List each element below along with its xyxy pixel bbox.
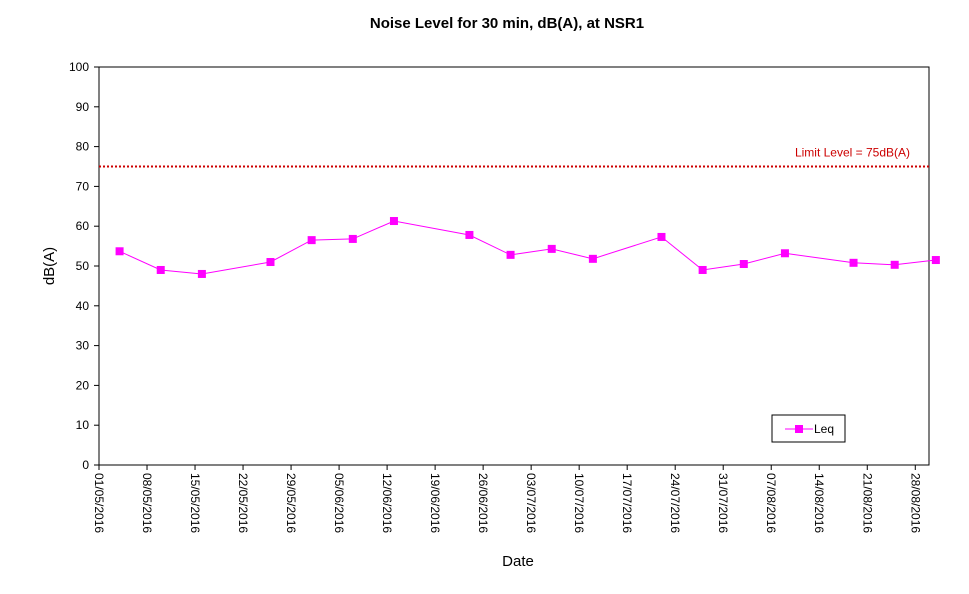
x-tick-label: 10/07/2016: [572, 473, 586, 533]
x-tick-label: 31/07/2016: [716, 473, 730, 533]
data-point: [657, 232, 666, 241]
data-point: [547, 244, 556, 253]
x-tick-label: 07/08/2016: [764, 473, 778, 533]
x-tick-label: 28/08/2016: [908, 473, 922, 533]
x-tick-label: 21/08/2016: [860, 473, 874, 533]
legend-swatch-marker: [795, 425, 803, 433]
series-line-leq: [119, 220, 936, 275]
y-tick-label: 40: [76, 299, 90, 313]
y-tick-label: 30: [76, 339, 90, 353]
data-point: [307, 236, 316, 245]
legend-label: Leq: [814, 422, 834, 436]
y-tick-label: 70: [76, 179, 90, 193]
x-tick-label: 03/07/2016: [524, 473, 538, 533]
y-tick-label: 50: [76, 259, 90, 273]
chart-title: Noise Level for 30 min, dB(A), at NSR1: [370, 15, 644, 32]
data-point: [115, 247, 124, 256]
x-axis-title: Date: [502, 553, 534, 570]
y-axis-title: dB(A): [41, 247, 58, 285]
data-point: [266, 258, 275, 267]
data-point: [348, 234, 357, 243]
data-point: [780, 249, 789, 258]
data-point: [389, 217, 398, 226]
x-tick-label: 01/05/2016: [92, 473, 106, 533]
data-point: [931, 256, 940, 265]
data-point: [506, 250, 515, 259]
x-tick-label: 14/08/2016: [812, 473, 826, 533]
y-tick-label: 80: [76, 140, 90, 154]
data-point: [197, 269, 206, 278]
x-tick-label: 15/05/2016: [188, 473, 202, 533]
x-tick-label: 17/07/2016: [620, 473, 634, 533]
x-tick-label: 05/06/2016: [332, 473, 346, 533]
data-point: [890, 260, 899, 269]
x-tick-label: 08/05/2016: [140, 473, 154, 533]
data-point: [739, 260, 748, 269]
data-point: [698, 265, 707, 274]
data-point: [849, 258, 858, 267]
x-tick-label: 26/06/2016: [476, 473, 490, 533]
x-tick-label: 24/07/2016: [668, 473, 682, 533]
y-tick-label: 0: [82, 458, 89, 472]
y-tick-label: 100: [69, 60, 89, 74]
y-tick-label: 60: [76, 219, 90, 233]
x-tick-label: 29/05/2016: [284, 473, 298, 533]
limit-line-label: Limit Level = 75dB(A): [795, 146, 910, 160]
plot-area: 0 10 20 30 40 50 60 70 80 90 100 01/05/2016 08/05/20…: [69, 60, 940, 533]
x-tick-label: 19/06/2016: [428, 473, 442, 533]
x-tick-label: 12/06/2016: [380, 473, 394, 533]
plot-frame: [98, 66, 930, 466]
data-point: [156, 265, 165, 274]
y-tick-label: 10: [76, 418, 90, 432]
x-tick-label: 22/05/2016: [236, 473, 250, 533]
y-tick-label: 90: [76, 100, 90, 114]
data-point: [588, 254, 597, 263]
y-tick-label: 20: [76, 378, 90, 392]
data-point: [465, 230, 474, 239]
